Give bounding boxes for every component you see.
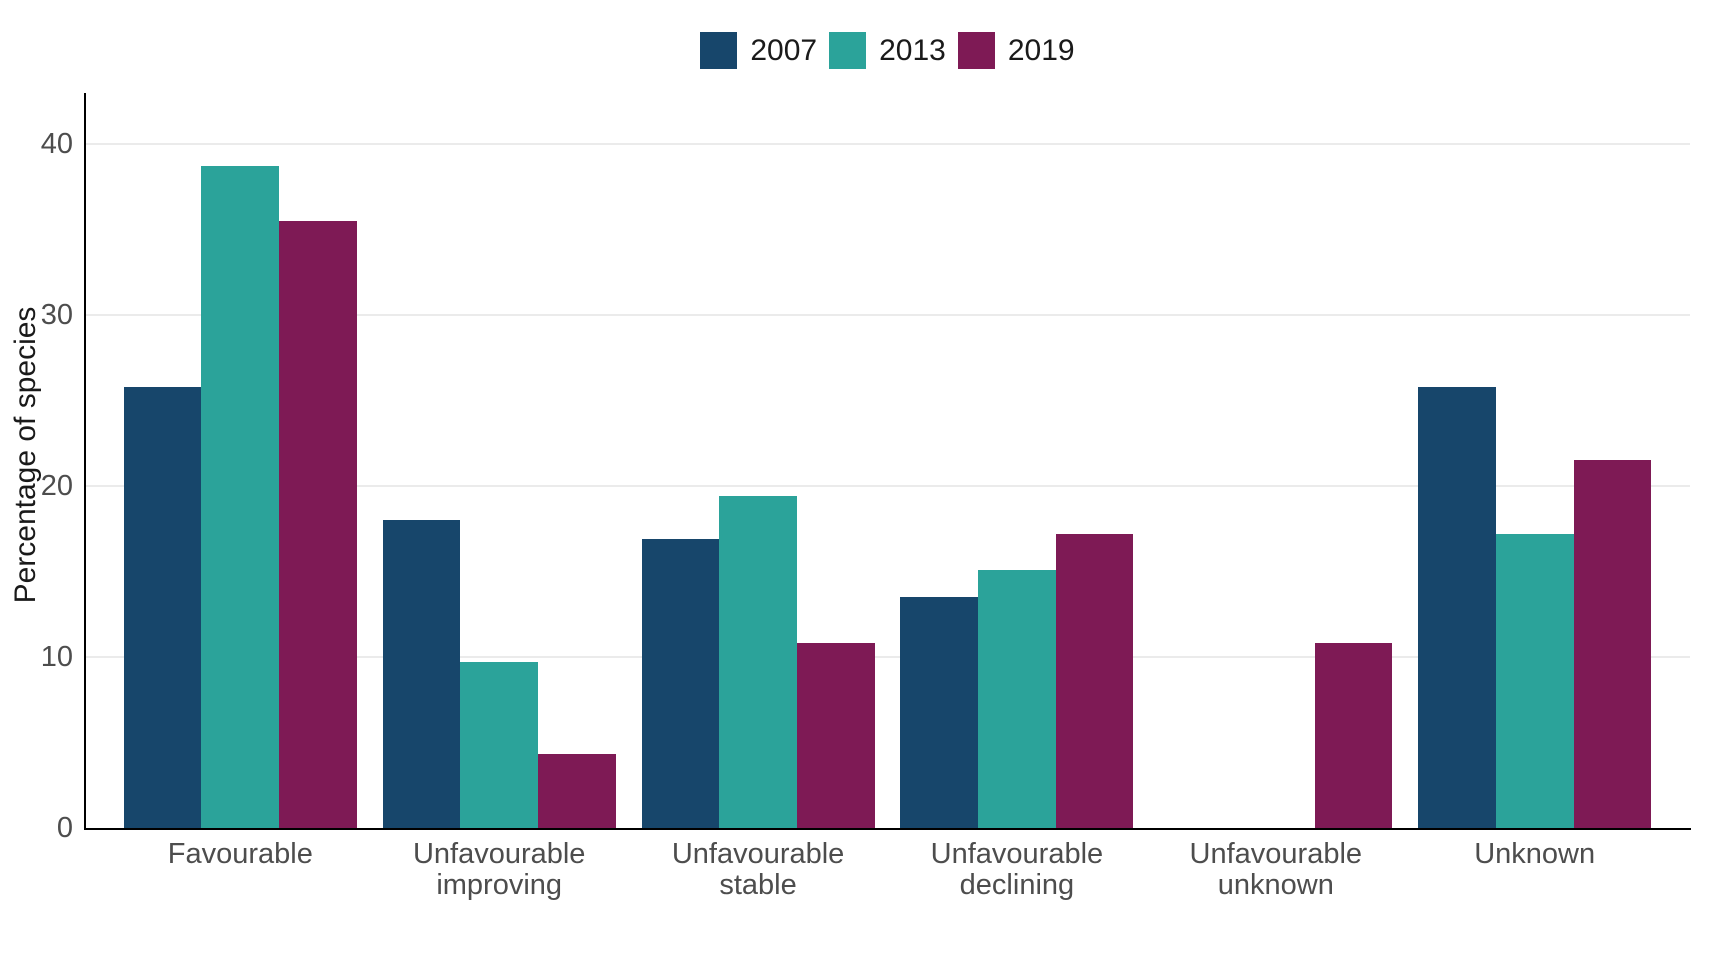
y-axis-title-text: Percentage of species (9, 306, 42, 604)
legend-swatch-2019 (957, 31, 995, 69)
x-category-label-favourable: Favourable (167, 838, 313, 870)
y-tick-label-40: 40 (40, 128, 73, 160)
bar-2013-unfavourable-stable (719, 496, 797, 828)
bar-2019-unfavourable-stable (796, 643, 875, 828)
gridline-20 (85, 485, 1690, 487)
y-tick-label-20: 20 (40, 470, 73, 502)
legend-swatch-2007 (700, 31, 738, 69)
x-axis-line (84, 828, 1691, 830)
bar-2019-unfavourable-declining (1055, 533, 1134, 828)
bar-2019-unfavourable-unknown (1314, 643, 1393, 828)
x-category-label-unknown: Unknown (1474, 838, 1596, 870)
gridline-40 (85, 143, 1690, 145)
legend-label-2007: 2007 (750, 33, 818, 67)
legend-swatch-2013 (829, 31, 867, 69)
legend-item-2019: 2019 (957, 31, 1075, 69)
bar-2007-favourable (123, 386, 202, 828)
x-category-label-unfavourable-improving: Unfavourable improving (412, 838, 586, 901)
x-category-label-unfavourable-unknown: Unfavourable unknown (1189, 838, 1363, 901)
bar-2007-unfavourable-improving (382, 520, 461, 828)
bar-2007-unfavourable-declining (900, 597, 979, 828)
gridline-30 (85, 314, 1690, 316)
x-category-label-unfavourable-declining: Unfavourable declining (930, 838, 1104, 901)
bar-2019-unfavourable-improving (538, 754, 616, 828)
bar-2019-unknown (1573, 460, 1652, 828)
y-tick-label-30: 30 (40, 299, 73, 331)
y-axis-line (84, 93, 86, 830)
legend-item-2013: 2013 (829, 31, 946, 69)
bar-2007-unknown (1418, 386, 1496, 828)
legend: 2007 2013 2019 (85, 30, 1690, 70)
bar-2013-unfavourable-declining (978, 569, 1056, 828)
y-tick-label-0: 0 (56, 812, 73, 844)
y-tick-label-10: 10 (40, 641, 73, 673)
legend-label-2019: 2019 (1007, 33, 1075, 67)
bar-2019-favourable (279, 220, 357, 828)
legend-item-2007: 2007 (700, 31, 818, 69)
bar-2013-unfavourable-improving (460, 662, 539, 828)
gridline-10 (85, 656, 1690, 658)
bar-2013-favourable (201, 166, 280, 828)
bar-2007-unfavourable-stable (641, 539, 720, 828)
bar-2013-unknown (1495, 533, 1574, 828)
x-category-label-unfavourable-stable: Unfavourable stable (671, 838, 845, 901)
legend-label-2013: 2013 (879, 33, 946, 67)
